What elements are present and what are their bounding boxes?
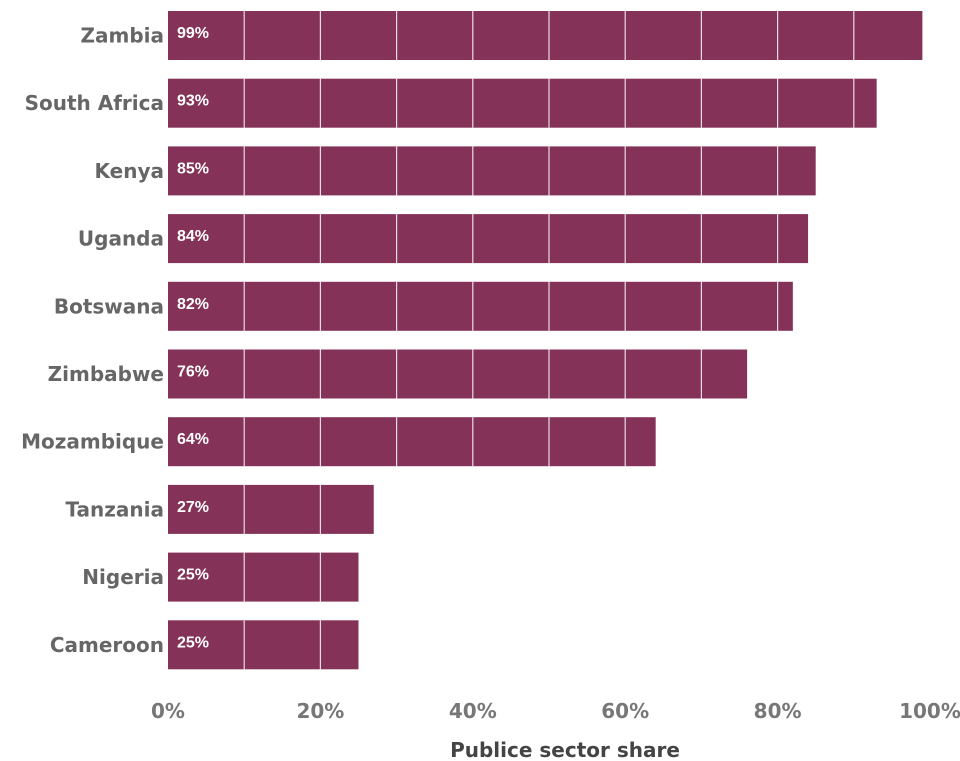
x-tick-label: 100% bbox=[899, 699, 960, 723]
x-tick-label: 80% bbox=[754, 699, 802, 723]
data-label: 64% bbox=[177, 431, 209, 448]
x-tick-label: 60% bbox=[601, 699, 649, 723]
data-label: 99% bbox=[177, 25, 209, 42]
bar-south-africa bbox=[168, 78, 877, 128]
data-label: 76% bbox=[177, 364, 209, 381]
bars-group bbox=[168, 11, 923, 670]
gridlines-group bbox=[243, 11, 855, 670]
category-label: Zambia bbox=[80, 24, 164, 48]
data-label: 93% bbox=[177, 93, 209, 110]
bar-botswana bbox=[168, 281, 793, 331]
category-label: Nigeria bbox=[82, 565, 164, 589]
bar-cameroon bbox=[168, 620, 359, 670]
data-labels-group: 99% 93% 85% 84% 82% 76% 64% 27% 25% 25% bbox=[177, 25, 209, 651]
x-tick-label: 0% bbox=[151, 699, 185, 723]
data-label: 85% bbox=[177, 160, 209, 177]
x-axis-title: Publice sector share bbox=[450, 738, 680, 761]
data-label: 25% bbox=[177, 634, 209, 651]
x-tick-label: 20% bbox=[296, 699, 344, 723]
data-label: 27% bbox=[177, 499, 209, 516]
bar-zimbabwe bbox=[168, 349, 748, 399]
bar-tanzania bbox=[168, 484, 374, 534]
x-tick-label: 40% bbox=[449, 699, 497, 723]
bar-kenya bbox=[168, 146, 816, 196]
data-label: 84% bbox=[177, 228, 209, 245]
category-label: Zimbabwe bbox=[48, 362, 164, 386]
category-label: Botswana bbox=[54, 294, 164, 318]
bar-uganda bbox=[168, 214, 809, 264]
bar-nigeria bbox=[168, 552, 359, 602]
category-labels-group: Zambia South Africa Kenya Uganda Botswana Zim… bbox=[21, 24, 164, 657]
category-label: Cameroon bbox=[50, 633, 164, 657]
data-label: 82% bbox=[177, 296, 209, 313]
category-label: Uganda bbox=[78, 227, 164, 251]
x-tick-labels-group: 0% 20% 40% 60% 80% 100% bbox=[151, 699, 960, 723]
category-label: Tanzania bbox=[65, 497, 164, 521]
bar-mozambique bbox=[168, 417, 656, 467]
category-label: Mozambique bbox=[21, 430, 164, 454]
bar-zambia bbox=[168, 11, 923, 60]
category-label: South Africa bbox=[25, 91, 164, 115]
data-label: 25% bbox=[177, 567, 209, 584]
category-label: Kenya bbox=[95, 159, 164, 183]
